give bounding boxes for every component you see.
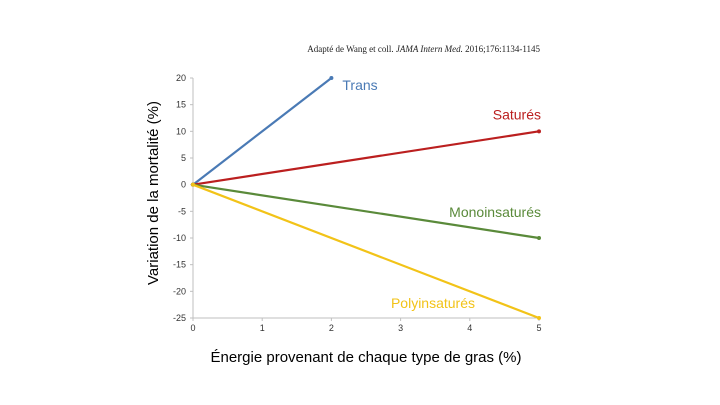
axes (192, 78, 539, 319)
y-tick-label: -20 (173, 286, 186, 296)
y-tick-label: 15 (176, 100, 186, 110)
x-ticks: 0 1 2 3 4 5 (190, 318, 542, 333)
y-ticks: 20 15 10 5 0 -5 -10 -15 -20 -25 (173, 73, 193, 323)
source-note: Adapté de Wang et coll. JAMA Intern Med.… (307, 44, 540, 54)
data-point (537, 129, 541, 134)
y-tick-label: 0 (181, 180, 186, 190)
x-tick-label: 1 (260, 323, 265, 333)
y-tick-label: -25 (173, 313, 186, 323)
series-label: Trans (342, 77, 377, 93)
x-tick-label: 4 (467, 323, 472, 333)
source-note-prefix: Adapté de Wang et coll. (307, 44, 396, 54)
data-point (329, 76, 334, 80)
y-tick-label: -15 (173, 260, 186, 270)
data-point (537, 236, 541, 240)
y-tick-label: -10 (173, 233, 186, 243)
source-note-suffix: 2016;176:1134-1145 (463, 44, 541, 54)
series-line (192, 183, 540, 320)
series-label: Polyinsaturés (391, 295, 475, 311)
data-point (191, 182, 195, 187)
source-note-journal: JAMA Intern Med. (396, 44, 463, 54)
y-tick-label: 20 (176, 73, 186, 83)
data-point (537, 316, 541, 320)
x-axis-title: Énergie provenant de chaque type de gras… (210, 349, 521, 366)
series-group: Trans Saturés Monoinsaturés Polyinsaturés (191, 76, 541, 320)
x-tick-label: 5 (536, 323, 541, 333)
series-2: Monoinsaturés (191, 182, 541, 240)
series-0: Trans (191, 76, 378, 187)
x-tick-label: 2 (329, 323, 334, 333)
series-3: Polyinsaturés (191, 182, 541, 320)
series-line (192, 183, 540, 240)
x-tick-label: 3 (398, 323, 403, 333)
y-axis-title: Variation de la mortalité (%) (145, 101, 162, 285)
x-tick-label: 0 (190, 323, 195, 333)
y-tick-label: 5 (181, 153, 186, 163)
series-line (192, 130, 540, 186)
series-label: Saturés (493, 106, 541, 122)
y-tick-label: -5 (178, 206, 186, 216)
series-label: Monoinsaturés (449, 204, 541, 220)
series-line (192, 77, 333, 186)
y-tick-label: 10 (176, 126, 186, 136)
